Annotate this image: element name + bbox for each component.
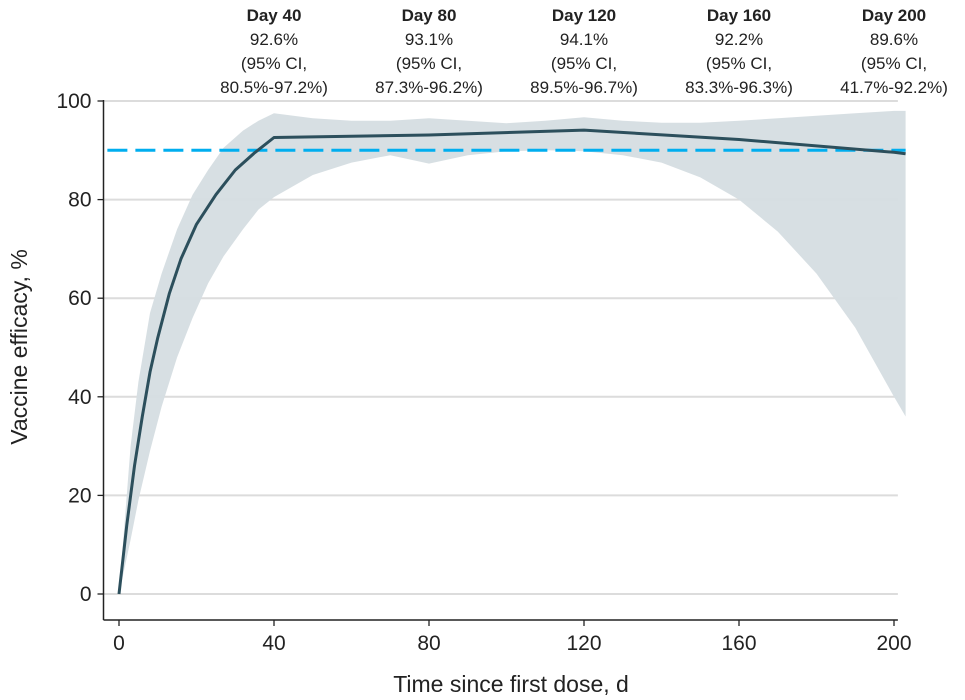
annotation-day-200: Day 200 89.6% (95% CI, 41.7%-92.2%) — [840, 6, 948, 97]
annotation-ci-label: (95% CI, — [551, 54, 617, 73]
annotation-value: 92.6% — [250, 30, 298, 49]
efficacy-line — [117, 128, 906, 595]
annotation-ci: 83.3%-96.3%) — [685, 78, 793, 97]
annotation-ci-label: (95% CI, — [861, 54, 927, 73]
y-axis-label: Vaccine efficacy, % — [6, 249, 32, 445]
x-tick-label: 0 — [113, 632, 125, 655]
annotation-ci: 87.3%-96.2%) — [375, 78, 483, 97]
annotation-title: Day 160 — [707, 6, 771, 25]
annotation-title: Day 200 — [862, 6, 926, 25]
annotation-ci-label: (95% CI, — [241, 54, 307, 73]
annotation-day-120: Day 120 94.1% (95% CI, 89.5%-96.7%) — [530, 6, 638, 97]
annotation-ci-label: (95% CI, — [706, 54, 772, 73]
annotation-value: 92.2% — [715, 30, 763, 49]
y-tick-label: 40 — [68, 386, 91, 409]
x-tick-label: 160 — [721, 632, 756, 655]
x-tick-label: 80 — [417, 632, 440, 655]
annotation-title: Day 80 — [402, 6, 457, 25]
confidence-band — [119, 110, 906, 595]
annotation-day-160: Day 160 92.2% (95% CI, 83.3%-96.3%) — [685, 6, 793, 97]
axes: 0 20 40 60 80 100 0 40 80 120 160 200 — [56, 90, 911, 655]
y-tick-label: 60 — [68, 287, 91, 310]
annotation-day-40: Day 40 92.6% (95% CI, 80.5%-97.2%) — [220, 6, 328, 97]
annotation-value: 93.1% — [405, 30, 453, 49]
annotation-value: 94.1% — [560, 30, 608, 49]
x-tick-label: 120 — [566, 632, 601, 655]
annotations: Day 40 92.6% (95% CI, 80.5%-97.2%) Day 80 93.… — [220, 6, 948, 97]
annotation-day-80: Day 80 93.1% (95% CI, 87.3%-96.2%) — [375, 6, 483, 97]
x-axis-label: Time since first dose, d — [393, 671, 629, 697]
annotation-value: 89.6% — [870, 30, 918, 49]
annotation-ci: 41.7%-92.2%) — [840, 78, 948, 97]
x-tick-label: 40 — [262, 632, 285, 655]
y-tick-label: 80 — [68, 189, 91, 212]
x-tick-label: 200 — [876, 632, 911, 655]
annotation-title: Day 120 — [552, 6, 616, 25]
y-tick-label: 20 — [68, 484, 91, 507]
y-tick-label: 100 — [56, 90, 91, 113]
annotation-ci-label: (95% CI, — [396, 54, 462, 73]
y-tick-label: 0 — [80, 583, 92, 606]
annotation-title: Day 40 — [247, 6, 302, 25]
annotation-ci: 80.5%-97.2%) — [220, 78, 328, 97]
annotation-ci: 89.5%-96.7%) — [530, 78, 638, 97]
